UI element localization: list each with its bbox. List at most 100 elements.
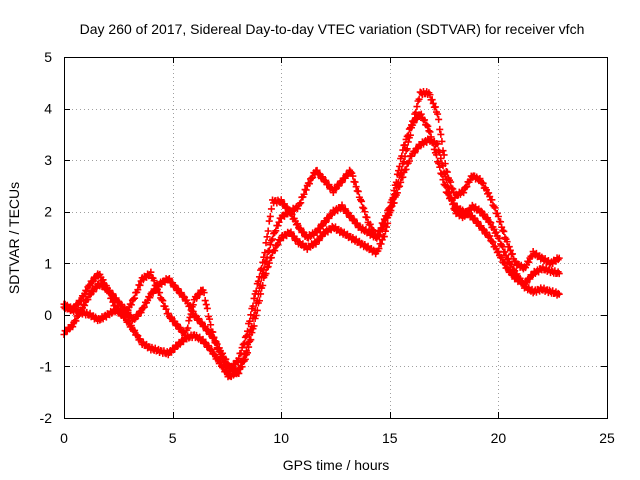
data-point [297, 199, 305, 207]
data-point [182, 331, 190, 339]
data-point [366, 220, 374, 228]
data-point [358, 197, 366, 205]
data-point [438, 137, 446, 145]
data-point [490, 203, 498, 211]
data-point [374, 232, 382, 240]
data-point [255, 273, 263, 281]
data-point [147, 268, 155, 276]
data-point [185, 317, 193, 325]
data-point [484, 214, 492, 222]
data-point [391, 190, 399, 198]
data-point [77, 296, 85, 304]
data-point [241, 333, 249, 341]
data-point [349, 172, 357, 180]
data-point [506, 267, 514, 275]
data-point [361, 208, 369, 216]
data-point [174, 285, 182, 293]
data-point [350, 215, 358, 223]
data-point [248, 329, 256, 337]
data-point [116, 308, 124, 316]
data-point [506, 246, 514, 254]
data-point [253, 306, 261, 314]
data-point [271, 228, 279, 236]
x-tick-label: 15 [382, 430, 398, 446]
y-tick-label: 0 [44, 307, 52, 323]
data-point [434, 140, 442, 148]
data-point [91, 313, 99, 321]
data-point [443, 168, 451, 176]
x-tick-label: 10 [273, 430, 289, 446]
data-point [436, 163, 444, 171]
data-point [309, 242, 317, 250]
data-point [525, 258, 533, 266]
data-point [417, 110, 425, 118]
data-point [261, 249, 269, 257]
data-point [351, 178, 359, 186]
data-point [247, 336, 255, 344]
data-point [264, 248, 272, 256]
data-point [260, 253, 268, 261]
data-point [293, 205, 301, 213]
data-point [555, 290, 563, 298]
data-point [404, 138, 412, 146]
data-point [140, 303, 148, 311]
data-point [392, 184, 400, 192]
data-point [459, 206, 467, 214]
data-point [447, 178, 455, 186]
data-point [503, 238, 511, 246]
data-point [202, 301, 210, 309]
data-point [296, 200, 304, 208]
data-point [477, 207, 485, 215]
data-point [137, 309, 145, 317]
data-point [379, 219, 387, 227]
data-point [421, 116, 429, 124]
data-point [235, 354, 243, 362]
data-point [267, 254, 275, 262]
data-point [219, 349, 227, 357]
data-point [271, 247, 279, 255]
data-point [325, 214, 333, 222]
data-point [429, 139, 437, 147]
data-point [500, 227, 508, 235]
data-point [192, 294, 200, 302]
data-point [275, 218, 283, 226]
data-layer [60, 88, 563, 381]
y-tick-label: 1 [44, 255, 52, 271]
data-point [526, 275, 534, 283]
data-point [189, 301, 197, 309]
y-tick-label: -1 [40, 358, 53, 374]
data-point [430, 145, 438, 153]
data-point [405, 157, 413, 165]
data-point [479, 225, 487, 233]
data-point [203, 304, 211, 312]
data-point [410, 117, 418, 125]
data-point [498, 253, 506, 261]
data-point [258, 265, 266, 273]
data-point [106, 289, 114, 297]
data-point [209, 328, 217, 336]
data-point [274, 240, 282, 248]
data-point [222, 367, 230, 375]
data-point [210, 333, 218, 341]
y-tick-label: -2 [40, 410, 53, 426]
data-point [375, 245, 383, 253]
data-point [538, 253, 546, 261]
data-point [235, 369, 243, 377]
data-point [438, 170, 446, 178]
data-point [474, 218, 482, 226]
data-point [441, 182, 449, 190]
data-point [297, 224, 305, 232]
data-point [510, 271, 518, 279]
data-point [383, 212, 391, 220]
data-point [206, 315, 214, 323]
data-point [373, 233, 381, 241]
data-point [212, 338, 220, 346]
data-point [234, 358, 242, 366]
data-point [338, 178, 346, 186]
data-series [60, 88, 563, 374]
data-point [187, 310, 195, 318]
data-point [309, 173, 317, 181]
y-tick-label: 2 [44, 204, 52, 220]
data-point [242, 332, 250, 340]
data-point [186, 313, 194, 321]
